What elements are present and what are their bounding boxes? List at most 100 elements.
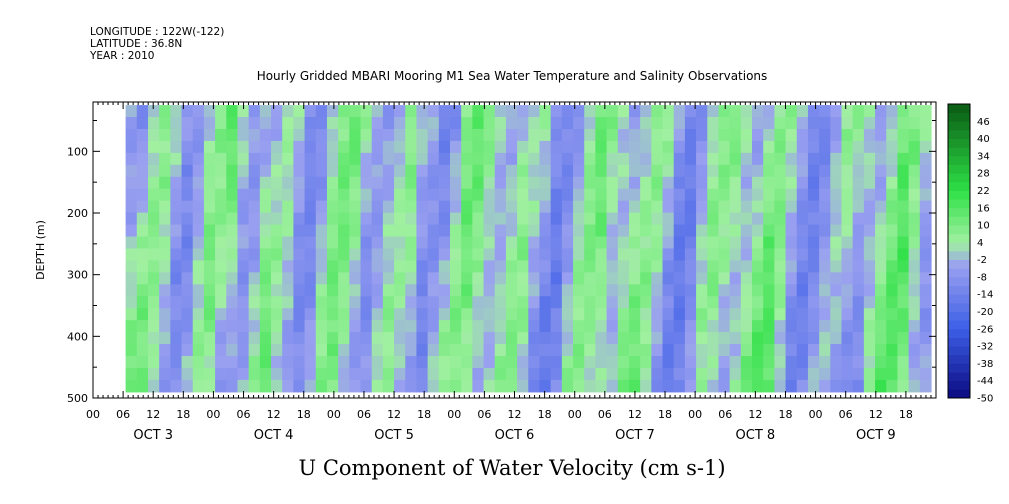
heatmap-cell <box>360 152 373 166</box>
heatmap-cell <box>416 344 429 357</box>
colorbar-box <box>948 173 970 183</box>
heatmap-cell <box>606 296 619 309</box>
heatmap-cell <box>830 200 843 214</box>
heatmap-cell <box>595 188 608 202</box>
heatmap-cell <box>774 200 787 214</box>
heatmap-cell <box>170 188 183 202</box>
heatmap-cell <box>752 128 764 142</box>
heatmap-cell <box>181 176 194 190</box>
heatmap-cell <box>416 212 429 226</box>
heatmap-cell <box>729 320 742 333</box>
heatmap-cell <box>606 248 619 262</box>
heatmap-cell <box>125 188 138 202</box>
heatmap-cell <box>875 320 887 333</box>
heatmap-cell <box>472 152 485 166</box>
x-hour-label: 18 <box>297 408 311 421</box>
heatmap-cell <box>785 320 798 333</box>
colorbar-label: 10 <box>977 221 990 232</box>
heatmap-cell <box>785 248 798 262</box>
heatmap-cell <box>673 332 686 345</box>
heatmap-cell <box>897 308 910 321</box>
heatmap-cell <box>282 152 295 166</box>
heatmap-cell <box>718 212 731 226</box>
heatmap-cell <box>349 164 362 178</box>
heatmap-cell <box>192 308 205 321</box>
heatmap-cell <box>740 355 753 369</box>
heatmap-cell <box>192 188 205 202</box>
heatmap-cell <box>651 367 664 381</box>
heatmap-cell <box>651 188 664 202</box>
heatmap-cell <box>651 260 664 273</box>
heatmap-cell <box>573 296 585 309</box>
heatmap-cell <box>740 379 753 393</box>
heatmap-cell <box>763 296 775 309</box>
heatmap-cell <box>136 296 149 309</box>
heatmap-cell <box>785 272 798 285</box>
heatmap-cell <box>606 212 619 226</box>
heatmap-cell <box>573 272 585 285</box>
heatmap-cell <box>841 308 854 321</box>
heatmap-cell <box>125 272 138 285</box>
y-tick-label: 200 <box>67 207 88 220</box>
heatmap-cell <box>696 355 708 369</box>
heatmap-cell <box>450 212 462 226</box>
heatmap-cell <box>819 248 831 262</box>
heatmap-cell <box>830 248 843 262</box>
heatmap-cell <box>517 164 529 178</box>
heatmap-cell <box>640 272 652 285</box>
heatmap-cell <box>427 344 440 357</box>
heatmap-cell <box>203 164 216 178</box>
heatmap-cell <box>237 308 250 321</box>
heatmap-cell <box>159 367 171 381</box>
heatmap-cell <box>159 284 171 297</box>
heatmap-cell <box>807 308 820 321</box>
heatmap-cell <box>763 224 775 238</box>
heatmap-cell <box>584 296 597 309</box>
heatmap-cell <box>360 176 373 190</box>
heatmap-cell <box>259 117 272 130</box>
heatmap-cell <box>651 164 664 178</box>
heatmap-cell <box>628 284 641 297</box>
heatmap-cell <box>282 117 295 130</box>
heatmap-cell <box>606 188 619 202</box>
heatmap-cell <box>416 284 429 297</box>
heatmap-cell <box>494 236 507 250</box>
heatmap-cell <box>237 140 250 154</box>
heatmap-cell <box>416 248 429 262</box>
heatmap-cell <box>919 188 932 202</box>
heatmap-cell <box>192 248 205 262</box>
heatmap-cell <box>528 224 541 238</box>
heatmap-cell <box>472 308 485 321</box>
heatmap-cell <box>875 188 887 202</box>
heatmap-cell <box>170 248 183 262</box>
heatmap-cell <box>729 332 742 345</box>
heatmap-cell <box>696 164 708 178</box>
heatmap-cell <box>696 200 708 214</box>
heatmap-cell <box>796 224 809 238</box>
heatmap-cell <box>170 200 183 214</box>
x-hour-label: 06 <box>357 408 371 421</box>
heatmap-cell <box>192 236 205 250</box>
heatmap-cell <box>170 296 183 309</box>
heatmap-cell <box>830 188 843 202</box>
heatmap-cell <box>774 367 787 381</box>
heatmap-cell <box>136 367 149 381</box>
heatmap-cell <box>550 308 563 321</box>
heatmap-cell <box>326 260 339 273</box>
heatmap-cell <box>483 272 496 285</box>
heatmap-cell <box>830 379 843 393</box>
colorbar-box <box>948 268 970 278</box>
heatmap-cell <box>472 332 485 345</box>
heatmap-cell <box>673 344 686 357</box>
heatmap-cell <box>203 344 216 357</box>
heatmap-cell <box>886 105 899 118</box>
heatmap-cell <box>338 188 350 202</box>
heatmap-cell <box>595 152 608 166</box>
heatmap-cell <box>259 128 272 142</box>
heatmap-cell <box>215 296 227 309</box>
heatmap-cell <box>293 128 306 142</box>
heatmap-cell <box>628 379 641 393</box>
heatmap-cell <box>338 355 350 369</box>
heatmap-cell <box>752 140 764 154</box>
heatmap-cell <box>371 176 384 190</box>
